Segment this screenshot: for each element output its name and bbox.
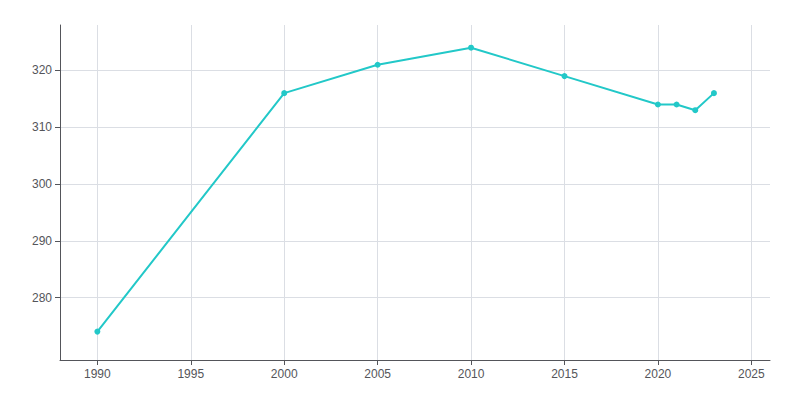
svg-text:1995: 1995: [177, 367, 204, 381]
svg-text:310: 310: [32, 120, 52, 134]
svg-text:2020: 2020: [645, 367, 672, 381]
svg-text:320: 320: [32, 63, 52, 77]
svg-text:290: 290: [32, 234, 52, 248]
svg-text:2025: 2025: [738, 367, 765, 381]
svg-text:2000: 2000: [271, 367, 298, 381]
svg-text:2010: 2010: [458, 367, 485, 381]
svg-text:2005: 2005: [364, 367, 391, 381]
svg-text:2015: 2015: [551, 367, 578, 381]
svg-text:300: 300: [32, 177, 52, 191]
svg-text:1990: 1990: [84, 367, 111, 381]
svg-text:280: 280: [32, 291, 52, 305]
